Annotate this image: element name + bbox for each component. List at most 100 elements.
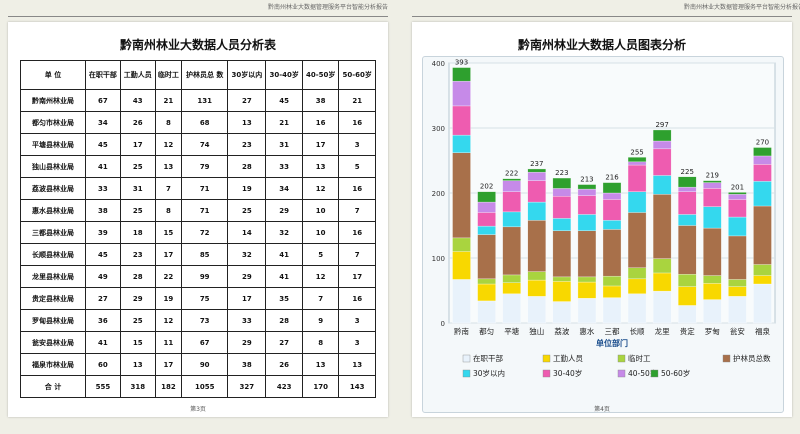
bar-segment xyxy=(677,274,697,287)
value-cell: 90 xyxy=(181,353,229,376)
value-cell: 38 xyxy=(301,89,340,112)
column-header: 临时工 xyxy=(154,60,183,90)
bar-segment xyxy=(452,134,471,153)
bar-segment xyxy=(728,199,747,218)
bar-segment xyxy=(677,286,697,306)
value-cell: 68 xyxy=(181,111,229,134)
x-tick-label: 瓮安 xyxy=(730,326,745,336)
value-cell: 34 xyxy=(85,111,121,134)
bar-segment xyxy=(452,67,471,82)
value-cell: 29 xyxy=(227,331,267,354)
value-cell: 13 xyxy=(154,155,183,178)
value-cell: 15 xyxy=(154,221,183,244)
value-cell: 73 xyxy=(181,309,229,332)
bar-segment xyxy=(627,278,647,295)
value-cell: 85 xyxy=(181,243,229,266)
bar-segment xyxy=(527,180,547,203)
legend-label: 工勤人员 xyxy=(553,353,583,363)
legend-swatch xyxy=(542,354,551,363)
bar-segment xyxy=(602,182,622,194)
bar-segment xyxy=(552,188,572,197)
bar-segment xyxy=(703,275,722,284)
value-cell: 99 xyxy=(181,265,229,288)
table-row: 独山县林业局 41 25 13 79 28 33 13 5 xyxy=(20,155,376,178)
value-cell: 7 xyxy=(154,177,183,200)
value-cell: 27 xyxy=(85,287,121,310)
value-cell: 5 xyxy=(301,243,340,266)
bar-segment xyxy=(652,290,672,324)
value-cell: 26 xyxy=(119,111,156,134)
bar-segment xyxy=(627,157,647,163)
staff-analysis-table: 单 位在职干部 工勤人员 临时工 护林员总 数 30岁以内 30-40岁 40-50岁 50-… xyxy=(20,60,376,398)
bar-segment xyxy=(728,286,747,297)
value-cell: 18 xyxy=(119,221,156,244)
unit-cell: 惠水县林业局 xyxy=(20,199,86,222)
value-cell: 5 xyxy=(338,155,376,178)
legend-label: 在职干部 xyxy=(473,353,503,363)
table-row: 瓮安县林业局 41 15 11 67 29 27 8 3 xyxy=(20,331,376,354)
bar-segment xyxy=(552,218,572,231)
table-row: 平塘县林业局 45 17 12 74 23 31 17 3 xyxy=(20,133,376,156)
bar-segment xyxy=(477,201,496,213)
legend-label: 临时工 xyxy=(628,353,651,363)
report-page-right: 黔南州林业大数据管理服务平台智能分析报告 黔南州林业大数据人员图表分析 0 100… xyxy=(412,4,800,417)
bar-segment xyxy=(677,176,697,188)
x-tick-label: 福泉 xyxy=(755,326,770,336)
header-rule-left xyxy=(8,16,388,17)
value-cell: 71 xyxy=(181,177,229,200)
value-cell: 17 xyxy=(338,265,376,288)
bar-segment xyxy=(502,191,521,213)
value-cell: 10 xyxy=(301,221,340,244)
value-cell: 75 xyxy=(181,287,229,310)
x-tick-label: 平塘 xyxy=(504,326,519,336)
value-cell: 423 xyxy=(265,375,303,398)
value-cell: 7 xyxy=(338,243,376,266)
table-header-row: 单 位在职干部 工勤人员 临时工 护林员总 数 30岁以内 30-40岁 40-50岁 50-… xyxy=(20,60,376,90)
bar-total-label: 237 xyxy=(530,160,543,168)
value-cell: 41 xyxy=(265,265,303,288)
value-cell: 16 xyxy=(338,177,376,200)
value-cell: 11 xyxy=(154,331,183,354)
value-cell: 60 xyxy=(85,353,121,376)
bar-total-label: 393 xyxy=(455,59,468,67)
bar-segment xyxy=(552,177,572,189)
y-tick-label: 100 xyxy=(432,255,445,263)
legend-swatch xyxy=(617,369,626,378)
column-header: 单 位 xyxy=(20,60,86,90)
bar-total-label: 216 xyxy=(605,174,619,182)
value-cell: 3 xyxy=(338,309,376,332)
running-header-right: 黔南州林业大数据管理服务平台智能分析报告 xyxy=(683,4,800,11)
bar-total-label: 297 xyxy=(655,121,668,129)
bar-segment xyxy=(527,168,547,173)
bar-segment xyxy=(677,225,697,275)
value-cell: 49 xyxy=(85,265,121,288)
chart-frame: 0 100 200 300 400 393 黔南 202 都匀 222 平塘 237 独山 223 荔波 21… xyxy=(422,56,784,413)
bar-segment xyxy=(527,220,547,272)
value-cell: 26 xyxy=(265,353,303,376)
x-tick-label: 独山 xyxy=(529,326,544,336)
x-tick-label: 罗甸 xyxy=(705,326,720,336)
value-cell: 1055 xyxy=(181,375,229,398)
column-header: 30-40岁 xyxy=(265,60,303,90)
bar-segment xyxy=(602,229,622,277)
value-cell: 8 xyxy=(154,199,183,222)
value-cell: 17 xyxy=(301,133,340,156)
value-cell: 33 xyxy=(227,309,267,332)
unit-cell: 荔波县林业局 xyxy=(20,177,86,200)
value-cell: 41 xyxy=(85,155,121,178)
value-cell: 143 xyxy=(338,375,376,398)
unit-cell: 罗甸县林业局 xyxy=(20,309,86,332)
report-page-left: 黔南州林业大数据管理服务平台智能分析报告 黔南州林业大数据人员分析表 单 位在职… xyxy=(8,4,388,417)
bar-segment xyxy=(652,194,672,259)
bar-segment xyxy=(477,278,496,285)
page-number-right: 第4页 xyxy=(594,406,610,413)
value-cell: 17 xyxy=(154,243,183,266)
running-header-left: 黔南州林业大数据管理服务平台智能分析报告 xyxy=(268,4,389,11)
bar-segment xyxy=(577,184,597,190)
bar-segment xyxy=(552,301,572,324)
bar-segment xyxy=(552,276,572,282)
bar-segment xyxy=(753,283,772,324)
value-cell: 8 xyxy=(301,331,340,354)
column-header: 30岁以内 xyxy=(227,60,267,90)
value-cell: 13 xyxy=(227,111,267,134)
